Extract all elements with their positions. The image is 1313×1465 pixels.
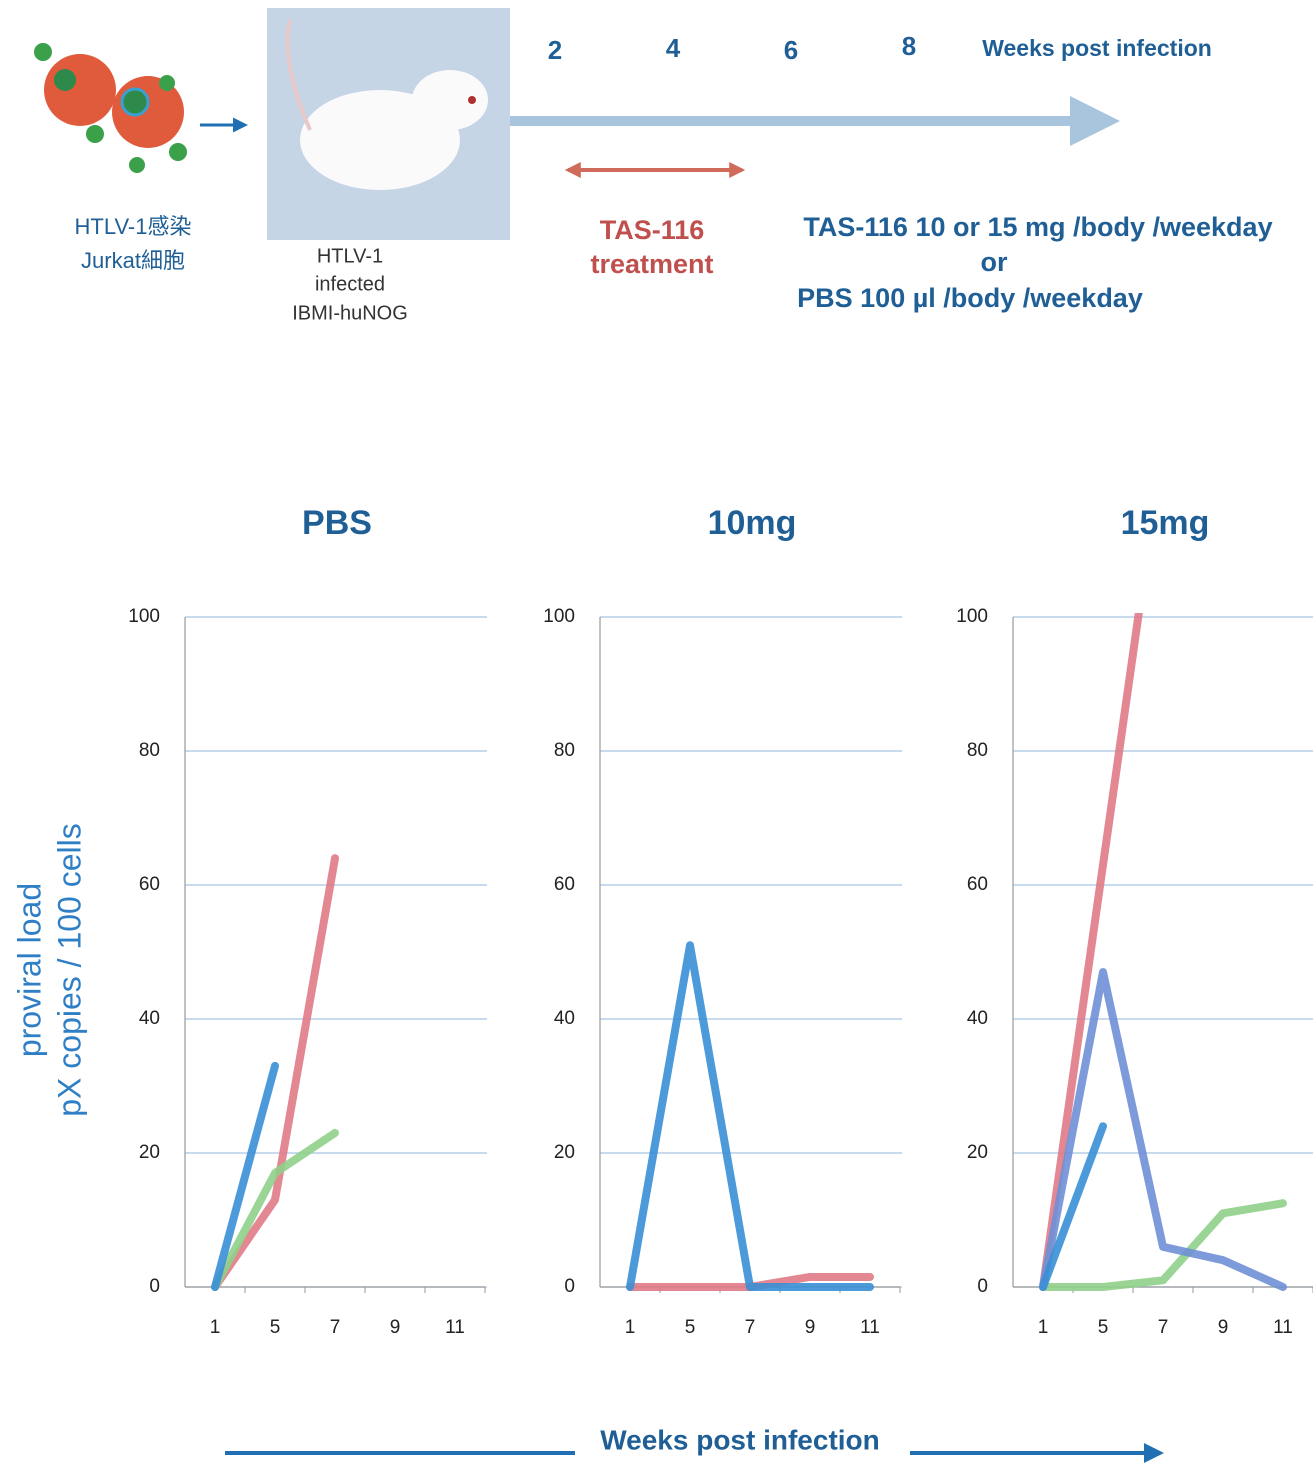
y-tick-label: 80 [139,740,160,761]
y-tick-label: 40 [967,1008,988,1029]
mouse-label: IBMI-huNOG [292,302,408,324]
x-tick-label: 11 [445,1317,465,1338]
cell-label: Jurkat細胞 [81,248,185,273]
mouse-label: infected [315,273,385,295]
y-axis-label: proviral load [11,883,47,1057]
y-tick-label: 40 [554,1008,575,1029]
x-tick-label: 11 [860,1317,880,1338]
timeline-label: Weeks post infection [982,35,1212,61]
y-tick-label: 80 [554,740,575,761]
x-tick-label: 1 [1038,1317,1049,1338]
y-tick-label: 0 [977,1276,988,1297]
regimen: or [981,247,1008,277]
y-tick-label: 100 [128,606,160,627]
y-axis-label: pX copies / 100 cells [51,823,87,1117]
chart-title: 15mg [1121,504,1210,542]
y-tick-label: 60 [967,874,988,895]
figure: HTLV-1感染 Jurkat細胞 HTLV-1 infected IBMI-h… [0,0,1313,1465]
y-tick-label: 100 [543,606,575,627]
treatment-label: TAS-116 [600,215,705,245]
y-tick-label: 80 [967,740,988,761]
x-tick-label: 11 [1273,1317,1293,1338]
y-tick-label: 100 [956,606,988,627]
series-line [630,945,870,1287]
x-tick-label: 7 [330,1317,341,1338]
x-tick-label: 5 [1098,1317,1109,1338]
x-tick-label: 9 [1218,1317,1229,1338]
y-tick-label: 20 [139,1142,160,1163]
x-tick-label: 7 [1158,1317,1169,1338]
y-tick-label: 0 [149,1276,160,1297]
cells-icon [34,43,187,173]
y-tick-label: 40 [139,1008,160,1029]
y-tick-label: 60 [554,874,575,895]
x-tick-label: 1 [625,1317,636,1338]
y-tick-label: 20 [967,1142,988,1163]
regimen: PBS 100 µl /body /weekday [797,283,1143,313]
x-tick-label: 5 [685,1317,696,1338]
y-tick-label: 60 [139,874,160,895]
series-line [215,1066,275,1287]
x-tick-label: 9 [805,1317,816,1338]
y-tick-label: 0 [564,1276,575,1297]
timeline-tick: 4 [666,33,681,63]
x-axis-label: Weeks post infection [600,1424,880,1455]
x-tick-label: 7 [745,1317,756,1338]
y-tick-label: 20 [554,1142,575,1163]
chart-title: PBS [302,504,372,542]
regimen: TAS-116 10 or 15 mg /body /weekday [803,212,1272,242]
mouse-photo [267,8,510,240]
x-tick-label: 5 [270,1317,281,1338]
mouse-label: HTLV-1 [317,245,383,267]
chart-title: 10mg [708,504,797,542]
timeline-tick: 6 [784,35,798,65]
treatment-label: treatment [590,249,713,279]
x-tick-label: 9 [390,1317,401,1338]
cell-label: HTLV-1感染 [75,214,192,239]
timeline-tick: 2 [548,35,562,65]
timeline-tick: 8 [902,31,916,61]
x-tick-label: 1 [210,1317,221,1338]
